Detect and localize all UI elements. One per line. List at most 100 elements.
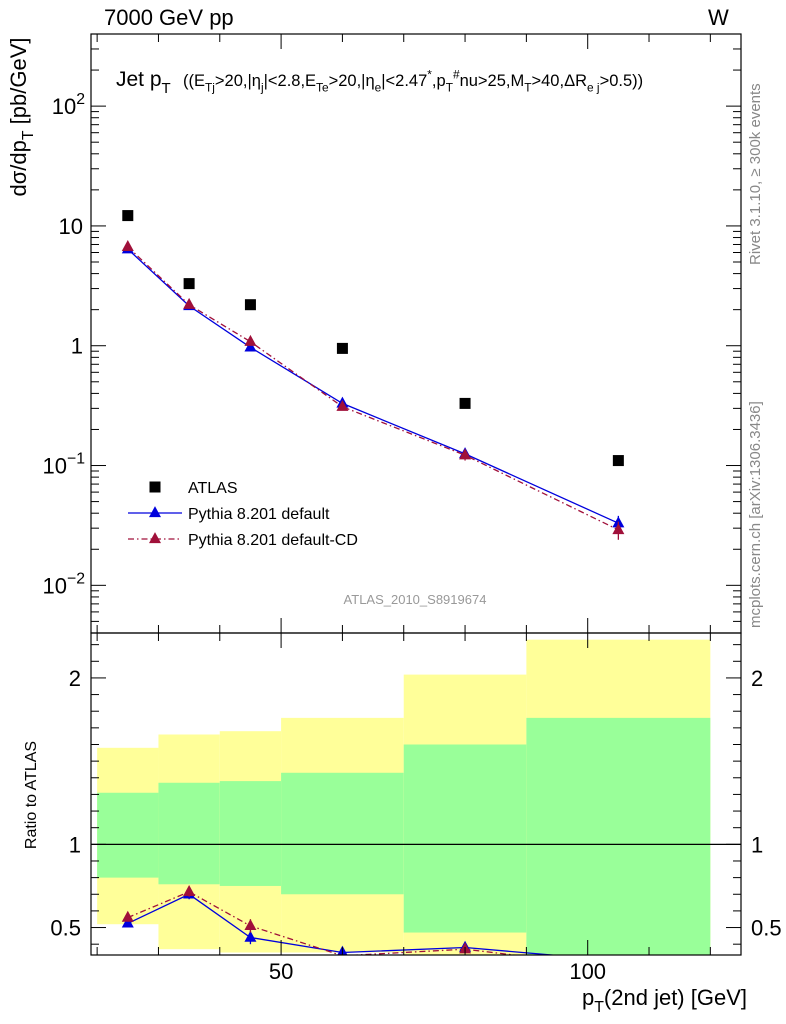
plot-title-cuts-part: ,p xyxy=(432,72,446,90)
ratio-data-point-triangle xyxy=(121,910,134,922)
x-tick-label: 100 xyxy=(569,959,606,984)
plot-title-cuts-part: T xyxy=(446,80,453,94)
legend-label: Pythia 8.201 default xyxy=(188,506,330,523)
legend-marker-triangle xyxy=(149,506,161,518)
x-axis: 50 100 xyxy=(96,34,711,984)
green-band-bin xyxy=(219,781,282,886)
legend-marker-triangle xyxy=(149,532,161,544)
data-point-triangle xyxy=(336,399,349,411)
legend-label: ATLAS xyxy=(188,480,238,497)
plot-title-cuts-part: nu>25,M xyxy=(460,72,525,90)
legend: ATLAS Pythia 8.201 default Pythia 8.201 de… xyxy=(128,480,358,549)
data-point-square xyxy=(459,397,471,409)
green-band-bin xyxy=(281,772,404,895)
data-point-triangle xyxy=(244,334,257,346)
ratio-y-axis-label: Ratio to ATLAS xyxy=(23,741,40,849)
y-axis-label-part: T xyxy=(20,130,37,140)
y-tick-label-part: 10 xyxy=(42,573,66,598)
green-band-bin xyxy=(97,792,159,878)
ratio-data-point-triangle xyxy=(244,919,257,931)
data-point-square xyxy=(336,342,348,354)
mcplots-credit-label: mcplots.cern.ch [arXiv:1306.3436] xyxy=(747,401,764,628)
main-series-group xyxy=(121,210,625,540)
plot-title-cuts-part: * xyxy=(427,68,432,82)
y-tick-label: 10−2 xyxy=(42,570,85,598)
ratio-y-tick-label-right: 2 xyxy=(751,666,763,691)
x-axis-label-part: p xyxy=(582,985,594,1010)
plot-title-cuts-part: # xyxy=(453,68,460,82)
x-axis-label: pT(2nd jet) [GeV] xyxy=(582,985,747,1016)
y-tick-label-part: −2 xyxy=(67,570,85,587)
green-band-bin xyxy=(526,717,711,955)
title-main-sub: T xyxy=(162,80,171,97)
rivet-version-label: Rivet 3.1.10, ≥ 300k events xyxy=(747,83,764,265)
legend-label: Pythia 8.201 default-CD xyxy=(188,532,358,549)
y-axis-label: dσ/dpT [pb/GeV] xyxy=(6,37,37,196)
ratio-data-point-triangle xyxy=(183,884,196,896)
analysis-watermark: ATLAS_2010_S8919674 xyxy=(344,592,487,607)
plot-title: Jet pT xyxy=(116,68,171,97)
ratio-data-point-triangle xyxy=(121,916,134,928)
header-left-label: 7000 GeV pp xyxy=(104,5,234,30)
x-axis-label-part: T xyxy=(594,999,604,1016)
y-tick-label-part: −1 xyxy=(67,451,85,468)
plot-title-cuts-part: |<2.8,E xyxy=(264,72,316,90)
plot-title-cuts-part: j xyxy=(260,80,264,94)
plot-title-cuts-part: e xyxy=(375,80,382,94)
y-tick-label: 10 xyxy=(59,214,83,239)
plot-title-cuts-part: >20,|η xyxy=(329,72,375,90)
plot-title-cuts: ((ETj>20,|ηj|<2.8,ETe>20,|ηe|<2.47*,pT#n… xyxy=(183,68,643,95)
plot-title-cuts-part: Tj xyxy=(205,80,215,94)
plot-title-cuts-part: T xyxy=(524,80,531,94)
y-tick-label-part: 10 xyxy=(52,94,76,119)
plot-title-cuts-part: >0.5)) xyxy=(600,72,644,90)
ratio-series-line xyxy=(127,891,520,955)
ratio-y-tick-label-left: 2 xyxy=(69,666,81,691)
plot-title-cuts-part: >40,ΔR xyxy=(532,72,588,90)
y-tick-label-part: 2 xyxy=(76,91,85,108)
data-point-square xyxy=(244,299,256,311)
ratio-data-point-triangle xyxy=(244,930,257,942)
y-tick-label: 1 xyxy=(71,334,83,359)
plot-title-cuts-part: e j xyxy=(587,80,600,94)
x-axis-label-part: (2nd jet) [GeV] xyxy=(604,985,747,1010)
data-point-triangle xyxy=(183,297,196,309)
y-axis-label-part: [pb/GeV] xyxy=(6,37,31,130)
plot-title-cuts-part: Te xyxy=(316,80,329,94)
plot-title-cuts-part: |<2.47 xyxy=(381,72,427,90)
ratio-y-tick-label-right: 0.5 xyxy=(751,916,782,941)
data-point-square xyxy=(612,455,624,467)
y-tick-label: 10−1 xyxy=(42,451,85,479)
green-band-bin xyxy=(403,744,527,933)
ratio-y-tick-label-left: 1 xyxy=(69,832,81,857)
y-axis-label-part: dσ/dp xyxy=(6,140,31,196)
title-main: Jet p xyxy=(116,68,162,91)
ratio-uncertainty-bands xyxy=(97,639,711,955)
ratio-y-axis: 0.5 0.5 1 1 2 2 xyxy=(50,644,782,945)
legend-entry: Pythia 8.201 default-CD xyxy=(128,532,358,549)
y-tick-label-part: 10 xyxy=(42,454,66,479)
data-point-triangle xyxy=(459,448,472,460)
legend-entry: ATLAS xyxy=(149,480,238,497)
plot-title-cuts-part: >20,|η xyxy=(215,72,261,90)
data-point-square xyxy=(183,278,195,290)
plot-title-cuts-part: ((E xyxy=(183,72,205,90)
data-point-triangle xyxy=(612,523,625,535)
data-point-triangle xyxy=(244,340,257,352)
ratio-y-tick-label-left: 0.5 xyxy=(50,916,81,941)
x-tick-label: 50 xyxy=(269,959,293,984)
header-right-label: W xyxy=(708,5,729,30)
series-line xyxy=(127,246,619,531)
ratio-series-line xyxy=(127,893,560,955)
series-line xyxy=(127,248,619,524)
series-pythia-8-201-default-cd xyxy=(121,239,625,540)
ratio-series-group xyxy=(121,884,560,955)
ratio-y-tick-label-right: 1 xyxy=(751,832,763,857)
series-atlas xyxy=(122,210,624,467)
green-band-bin xyxy=(158,782,220,885)
y-tick-label: 102 xyxy=(52,91,85,119)
